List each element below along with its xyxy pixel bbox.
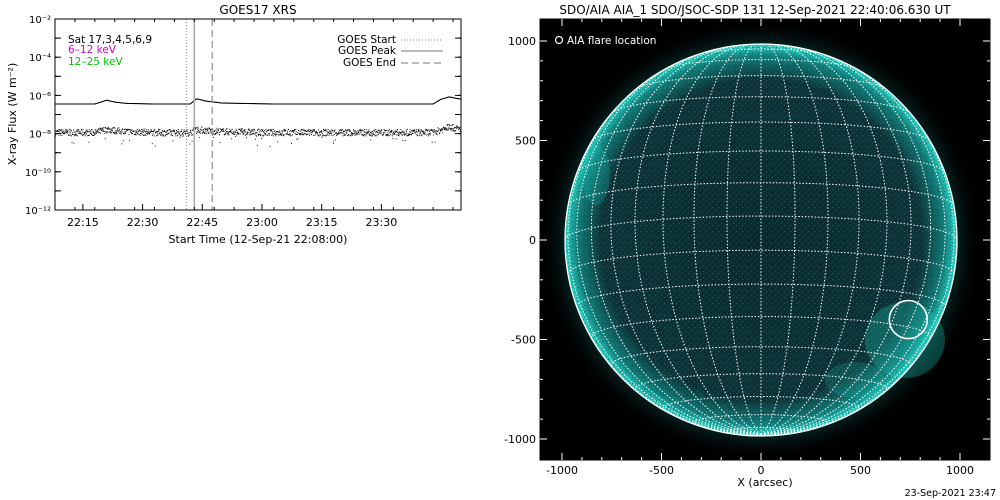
goes-series-0 xyxy=(55,96,461,105)
latitude-line xyxy=(576,150,946,173)
aia-axes: -1000 -500 0 500 1000 -1000 -500 0 500 1000 xyxy=(504,18,991,477)
aia-x-axis-label: X (arcsec) xyxy=(737,476,792,489)
longitude-line xyxy=(567,79,762,435)
goes-title: GOES17 XRS xyxy=(219,3,296,17)
aia-x-tick-label: 500 xyxy=(850,464,871,477)
goes-y-tick-label: 10⁻¹² xyxy=(25,206,51,217)
latitude-line xyxy=(564,215,958,241)
latitude-line xyxy=(698,48,824,55)
latitude-line xyxy=(611,96,911,114)
goes-event-lines xyxy=(185,19,213,210)
aia-image: AIA flare location xyxy=(540,19,990,460)
goes-legend-start: GOES Start xyxy=(337,34,396,46)
aia-x-tick-label: -500 xyxy=(649,464,674,477)
latitude-line xyxy=(610,346,912,367)
goes-x-axis-label: Start Time (12-Sep-21 22:08:00) xyxy=(169,233,348,246)
goes-sat-label: Sat 17,3,4,5,6,9 xyxy=(68,34,152,46)
aia-y-tick-label: 500 xyxy=(515,135,536,148)
longitude-line xyxy=(662,44,762,435)
limb-brightening-east xyxy=(582,145,610,205)
latitude-line xyxy=(662,396,860,412)
goes-x-tick-label: 23:15 xyxy=(306,216,338,229)
solar-disk-texture xyxy=(565,44,957,436)
goes-y-tick-label: 10⁻¹⁰ xyxy=(25,168,51,179)
goes-legend-high-band: 12–25 keV xyxy=(68,56,123,68)
goes-x-tick-label: 22:15 xyxy=(67,216,99,229)
latitude-line xyxy=(636,75,886,90)
goes-legend-end: GOES End xyxy=(343,57,396,69)
aia-title: SDO/AIA AIA_1 SDO/JSOC-SDP 131 12-Sep-20… xyxy=(559,3,951,17)
flare-legend-label: AIA flare location xyxy=(567,35,656,47)
footer-timestamp: 23-Sep-2021 23:47 xyxy=(905,488,996,499)
solar-limb xyxy=(564,43,958,437)
aia-y-tick-label: -500 xyxy=(511,334,536,347)
heliographic-grid xyxy=(564,43,958,437)
goes-x-tick-label: 23:00 xyxy=(246,216,278,229)
goes-legend-peak: GOES Peak xyxy=(338,45,397,57)
goes-x-tick-label: 22:45 xyxy=(186,216,218,229)
latitude-line xyxy=(591,121,931,141)
flare-legend-symbol xyxy=(554,35,564,45)
longitude-line xyxy=(760,434,765,437)
active-region-glow-2 xyxy=(825,362,885,398)
flare-location-marker xyxy=(888,299,929,340)
longitude-line xyxy=(760,55,946,435)
goes-y-tick-label: 10⁻⁴ xyxy=(29,53,51,64)
goes-y-tick-label: 10⁻² xyxy=(29,15,51,26)
longitude-line xyxy=(576,55,762,435)
longitude-line xyxy=(590,48,762,435)
latitude-line xyxy=(634,373,888,391)
goes-x-tick-label: 22:30 xyxy=(127,216,159,229)
longitude-line xyxy=(760,48,932,435)
aia-x-tick-label: 1000 xyxy=(946,464,974,477)
goes-series-layer xyxy=(55,96,461,148)
aia-y-tick-label: 1000 xyxy=(508,35,536,48)
longitude-line xyxy=(760,43,796,435)
goes-y-tick-label: 10⁻⁶ xyxy=(29,91,51,102)
aia-y-tick-label: 0 xyxy=(529,234,536,247)
goes-legend-low-band: 6–12 keV xyxy=(68,44,117,56)
longitude-line xyxy=(760,44,860,435)
active-region-glow xyxy=(865,302,945,378)
aia-x-tick-label: -1000 xyxy=(546,464,578,477)
goes-y-tick-label: 10⁻⁸ xyxy=(29,130,51,141)
goes-axes: 10⁻¹² 10⁻¹⁰ 10⁻⁸ 10⁻⁶ 10⁻⁴ 10⁻² 22:15 22:30 22:4… xyxy=(25,15,462,229)
goes-y-axis-label: X-ray Flux (W m⁻²) xyxy=(6,63,19,165)
goes-x-tick-label: 23:30 xyxy=(366,216,398,229)
aia-y-tick-label: -1000 xyxy=(504,433,536,446)
latitude-line xyxy=(576,283,946,307)
aia-plot: SDO/AIA AIA_1 SDO/JSOC-SDP 131 12-Sep-20… xyxy=(504,3,991,489)
aia-x-tick-label: 0 xyxy=(758,464,765,477)
longitude-line xyxy=(726,43,762,435)
latitude-line xyxy=(590,316,932,339)
goes-series-1 xyxy=(55,124,461,148)
goes-plot: GOES17 XRS 10⁻¹² 10⁻¹⁰ 10⁻⁸ 10⁻⁶ 10⁻⁴ 10⁻² 22:… xyxy=(6,3,462,246)
longitude-line xyxy=(760,79,955,435)
